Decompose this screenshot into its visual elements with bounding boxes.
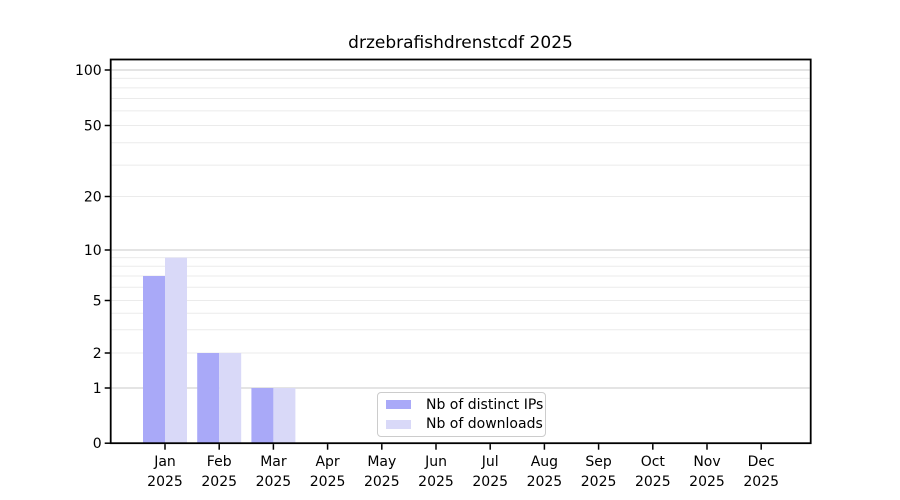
x-tick-label: Jul 2025: [472, 454, 508, 490]
x-tick-label: Dec 2025: [743, 454, 779, 490]
x-tick-label: Jan 2025: [147, 454, 183, 490]
x-tick-label: Apr 2025: [310, 454, 346, 490]
bar-downloads-jan: [165, 257, 187, 444]
y-tick-label: 5: [93, 294, 102, 310]
y-tick-label: 1: [93, 381, 102, 397]
legend-label-distinct-ips: Nb of distinct IPs: [426, 396, 544, 413]
bar-distinct-ips-feb: [197, 353, 220, 444]
legend-swatch-distinct-ips: [386, 400, 411, 410]
y-tick-label: 10: [84, 243, 102, 259]
legend-item-distinct-ips: Nb of distinct IPs: [386, 397, 543, 413]
legend-label-downloads: Nb of downloads: [426, 416, 543, 433]
x-tick-label: Nov 2025: [689, 454, 725, 490]
x-tick-label: Sep 2025: [581, 454, 617, 490]
bar-downloads-feb: [219, 353, 242, 444]
x-tick-label: Aug 2025: [527, 454, 563, 490]
x-tick-label: Feb 2025: [201, 454, 237, 490]
plot-spines: [109, 58, 812, 445]
y-tick-label: 50: [84, 119, 102, 135]
chart-title: drzebrafishdrenstcdf 2025: [348, 33, 573, 53]
legend-item-downloads: Nb of downloads: [386, 416, 543, 432]
y-tick-label: 100: [75, 63, 102, 79]
bar-distinct-ips-jan: [143, 275, 165, 444]
x-tick-label: Oct 2025: [635, 454, 671, 490]
bar-downloads-mar: [273, 388, 296, 444]
x-tick-label: May 2025: [364, 454, 400, 490]
bar-distinct-ips-mar: [251, 388, 274, 444]
y-tick-label: 2: [93, 346, 102, 362]
x-tick-label: Mar 2025: [256, 454, 292, 490]
y-tick-label: 20: [84, 190, 102, 206]
x-tick-label: Jun 2025: [418, 454, 454, 490]
legend: Nb of distinct IPs Nb of downloads: [377, 392, 546, 437]
legend-swatch-downloads: [386, 419, 411, 429]
y-tick-label: 0: [93, 436, 102, 452]
